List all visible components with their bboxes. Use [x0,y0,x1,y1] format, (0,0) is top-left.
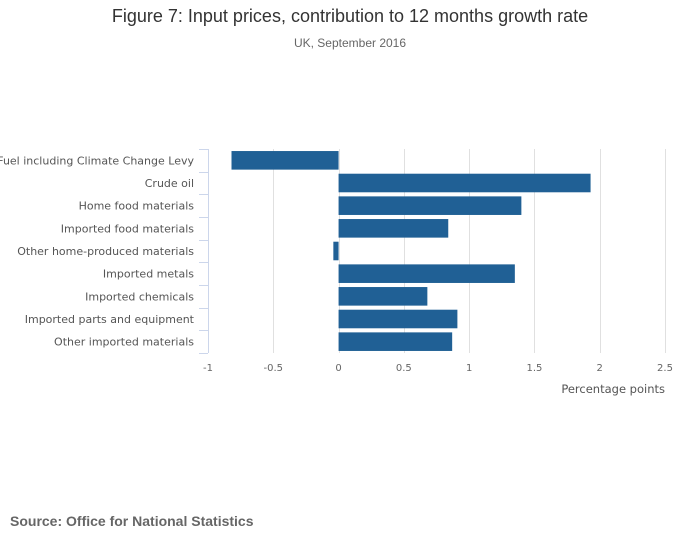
bar [338,332,453,351]
category-label: Imported parts and equipment [25,313,195,326]
category-label: Other imported materials [54,336,194,349]
x-tick-label: -0.5 [264,363,284,374]
bar [338,264,515,283]
chart-subtitle: UK, September 2016 [293,36,407,50]
x-tick-label: 0 [335,363,341,374]
bar [338,287,428,306]
bars [231,151,591,351]
bar [338,219,449,238]
bar [338,309,458,329]
x-tick-label: 2 [597,363,603,374]
category-label: Imported metals [103,268,194,281]
y-axis: Fuel including Climate Change Levy Crude … [0,149,209,354]
category-label: Other home-produced materials [17,245,194,258]
x-axis: -1 -0.5 0 0.5 1 1.5 2 2.5 [203,363,673,374]
category-label: Fuel including Climate Change Levy [0,154,194,167]
bar [231,151,339,170]
source-note: Source: Office for National Statistics [10,513,254,529]
category-label: Home food materials [79,200,195,213]
x-tick-label: 2.5 [657,363,673,374]
bar [338,196,522,215]
category-label: Imported chemicals [85,290,194,303]
x-tick-label: 1 [466,363,472,374]
category-label: Imported food materials [61,222,194,235]
chart-title: Figure 7: Input prices, contribution to … [111,6,589,26]
x-tick-label: 1.5 [526,363,542,374]
x-tick-label: 0.5 [396,363,412,374]
x-axis-title: Percentage points [561,382,665,396]
bar [333,241,339,261]
bar [338,173,591,193]
category-label: Crude oil [145,177,194,190]
x-tick-label: -1 [203,363,213,374]
